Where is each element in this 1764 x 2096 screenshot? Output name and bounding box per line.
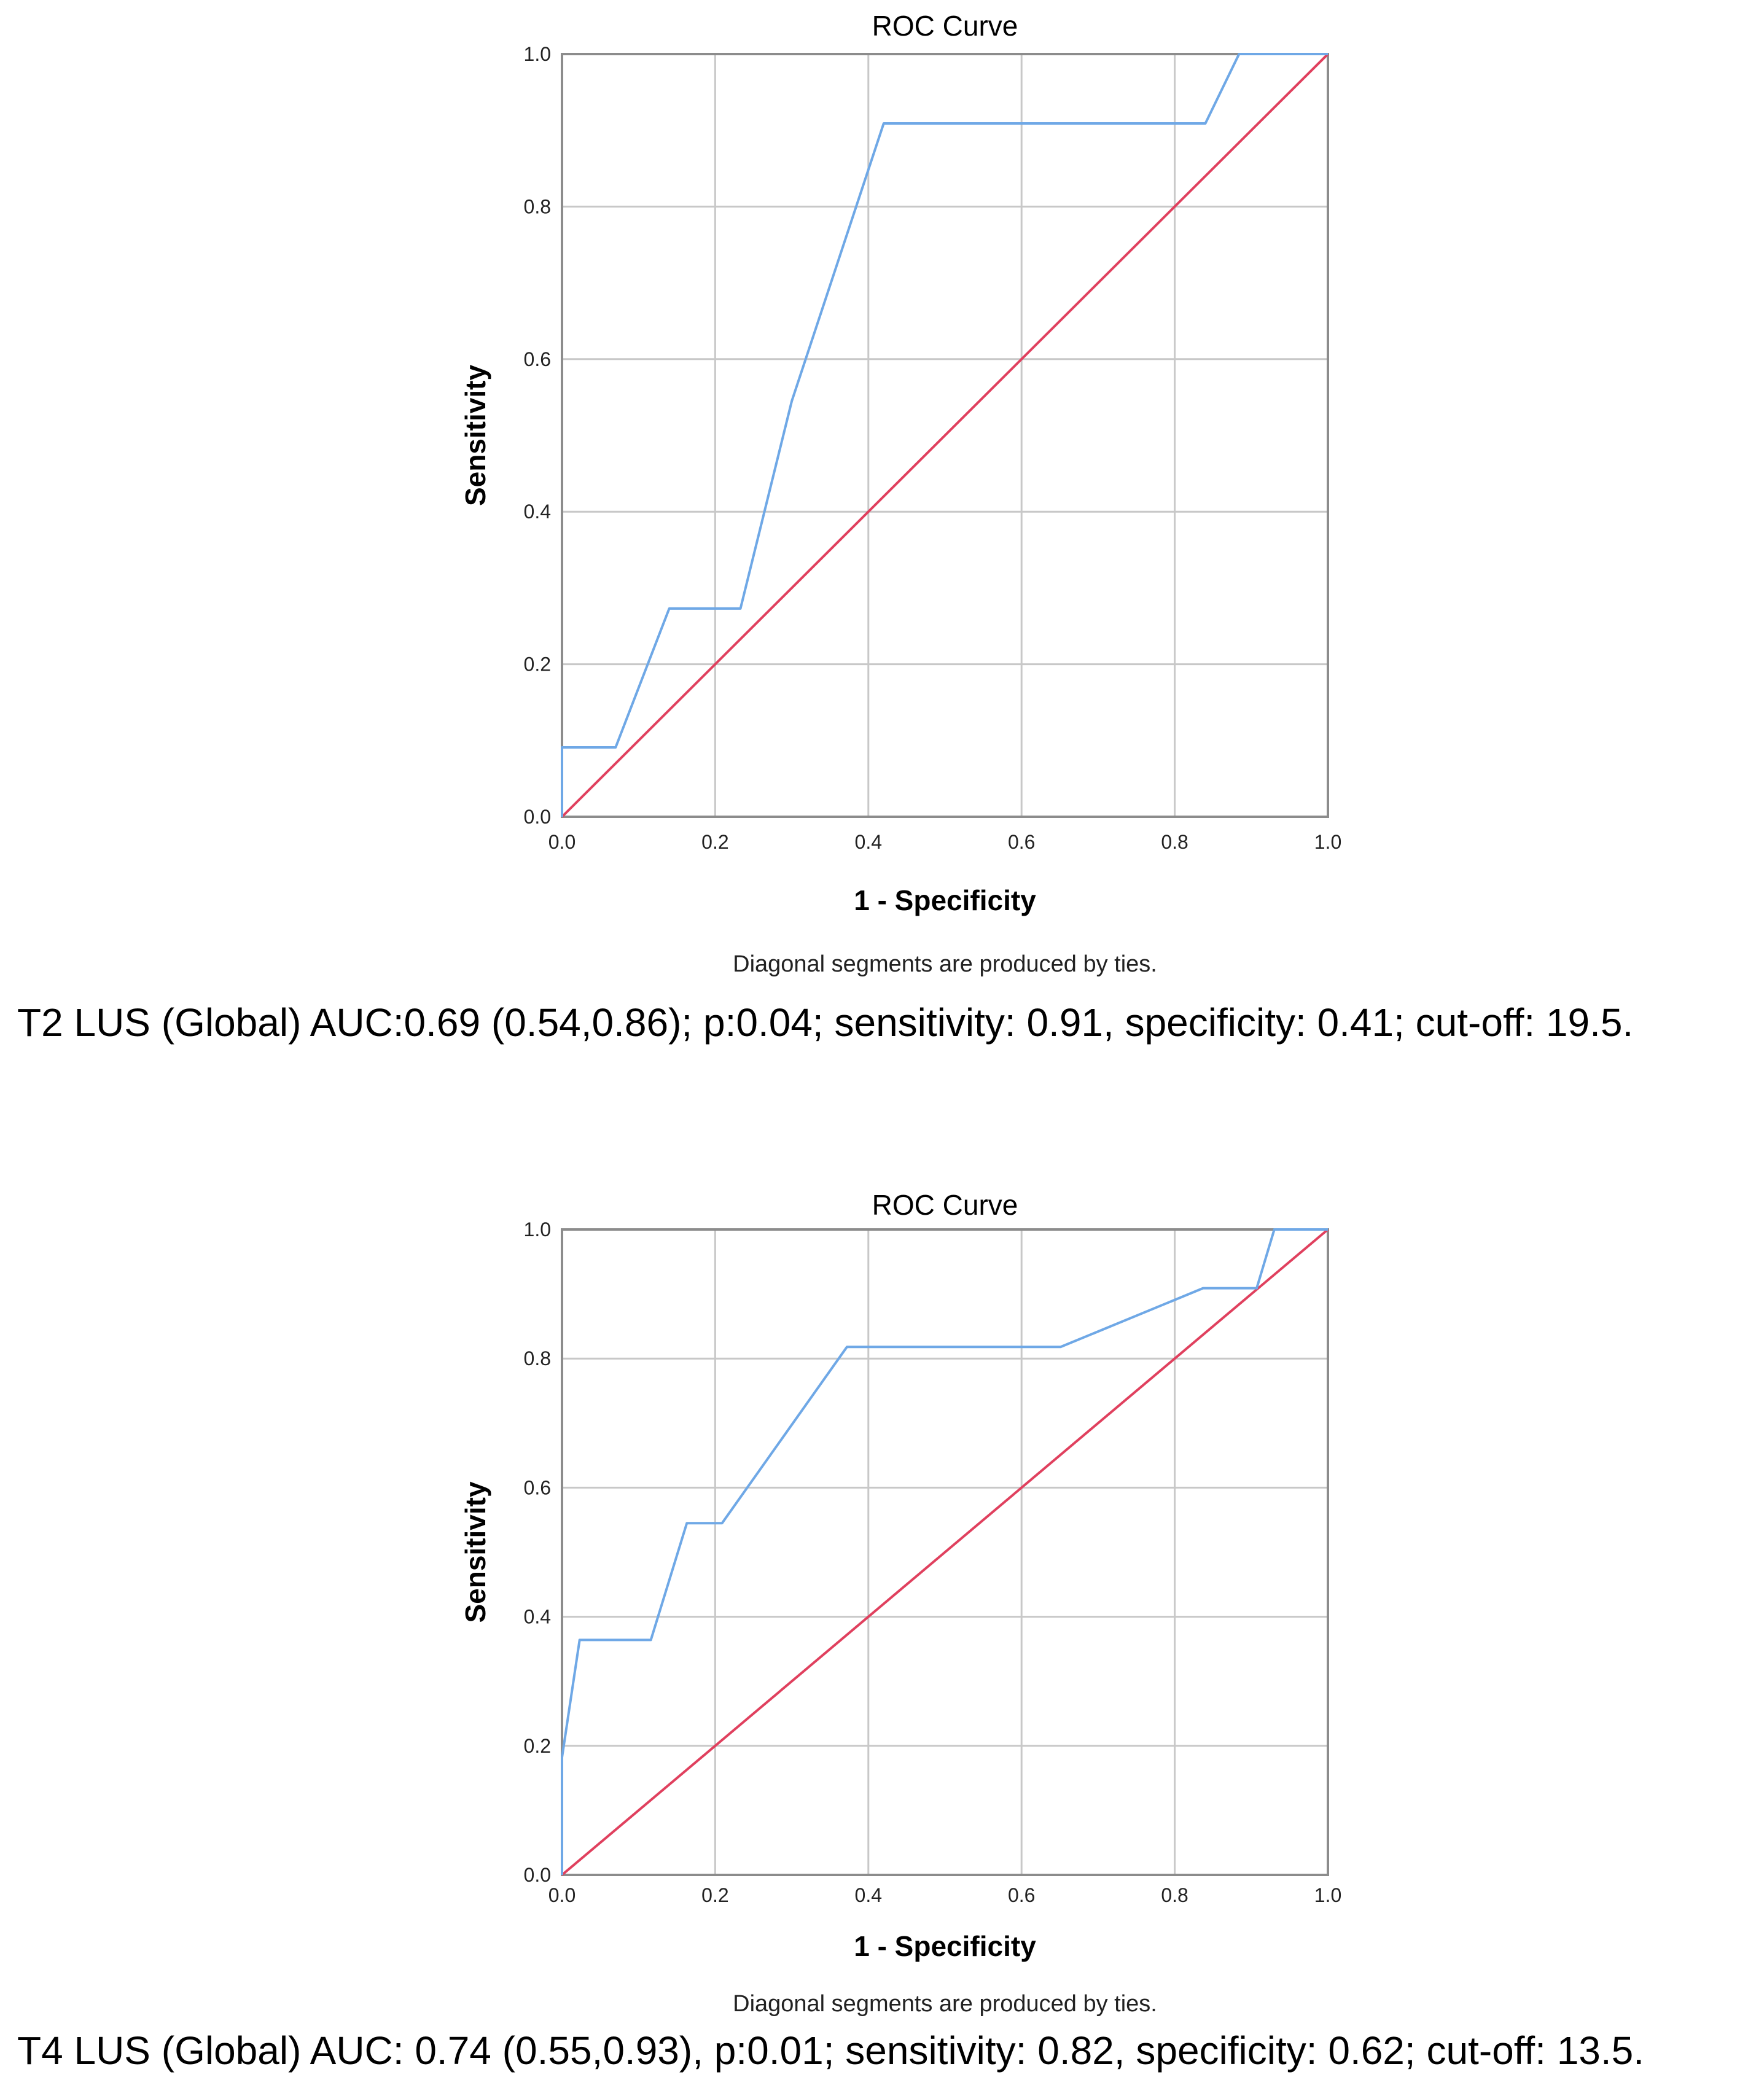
x-tick-label: 0.0 bbox=[548, 1884, 576, 1906]
y-tick-label: 0.4 bbox=[524, 501, 551, 523]
chart-footnote: Diagonal segments are produced by ties. bbox=[733, 951, 1157, 977]
chart-footnote: Diagonal segments are produced by ties. bbox=[733, 1991, 1157, 2017]
chart-title: ROC Curve bbox=[872, 1189, 1018, 1221]
x-axis-title: 1 - Specificity bbox=[854, 1930, 1036, 1962]
y-tick-label: 0.2 bbox=[524, 1735, 551, 1757]
chart-title: ROC Curve bbox=[872, 10, 1018, 42]
caption-t4: T4 LUS (Global) AUC: 0.74 (0.55,0.93), p… bbox=[17, 2028, 1645, 2073]
plot-frame bbox=[561, 1228, 1329, 1876]
caption-t2: T2 LUS (Global) AUC:0.69 (0.54,0.86); p:… bbox=[17, 1000, 1634, 1045]
x-axis-title: 1 - Specificity bbox=[854, 884, 1036, 916]
x-tick-label: 0.0 bbox=[548, 831, 576, 853]
reference-line bbox=[561, 1228, 1329, 1876]
x-tick-label: 0.8 bbox=[1161, 1884, 1188, 1906]
x-tick-label: 0.8 bbox=[1161, 831, 1188, 853]
y-tick-label: 0.8 bbox=[524, 195, 551, 217]
y-tick-label: 1.0 bbox=[524, 43, 551, 65]
roc-chart-t4: 0.0 0.2 0.4 0.6 0.8 1.0 0.0 0.2 0.4 0.6 0.8 1.0 ROC … bbox=[459, 1189, 1341, 2017]
y-tick-label: 1.0 bbox=[524, 1218, 551, 1241]
x-tick-label: 0.4 bbox=[855, 1884, 882, 1906]
x-tick-label: 0.6 bbox=[1008, 1884, 1035, 1906]
x-tick-label: 1.0 bbox=[1314, 831, 1341, 853]
roc-chart-t2: 0.0 0.2 0.4 0.6 0.8 1.0 0.0 0.2 0.4 0.6 0.8 1.0 ROC … bbox=[459, 10, 1341, 977]
roc-line bbox=[561, 53, 1328, 817]
x-tick-label: 0.2 bbox=[701, 831, 728, 853]
y-tick-label: 0.6 bbox=[524, 1476, 551, 1498]
y-tick-label: 0.4 bbox=[524, 1606, 551, 1628]
y-tick-label: 0.2 bbox=[524, 653, 551, 676]
x-tick-label: 0.4 bbox=[855, 831, 882, 853]
y-axis-title: Sensitivity bbox=[459, 365, 491, 507]
y-axis-title: Sensitivity bbox=[459, 1481, 491, 1623]
plot-frame bbox=[561, 53, 1329, 818]
x-tick-label: 0.6 bbox=[1008, 831, 1035, 853]
roc-line bbox=[561, 1228, 1328, 1875]
x-tick-label: 0.2 bbox=[701, 1884, 728, 1906]
reference-line bbox=[561, 53, 1329, 818]
x-tick-label: 1.0 bbox=[1314, 1884, 1341, 1906]
y-tick-label: 0.0 bbox=[524, 1864, 551, 1886]
y-tick-label: 0.6 bbox=[524, 348, 551, 370]
y-tick-label: 0.0 bbox=[524, 806, 551, 828]
y-tick-label: 0.8 bbox=[524, 1347, 551, 1369]
